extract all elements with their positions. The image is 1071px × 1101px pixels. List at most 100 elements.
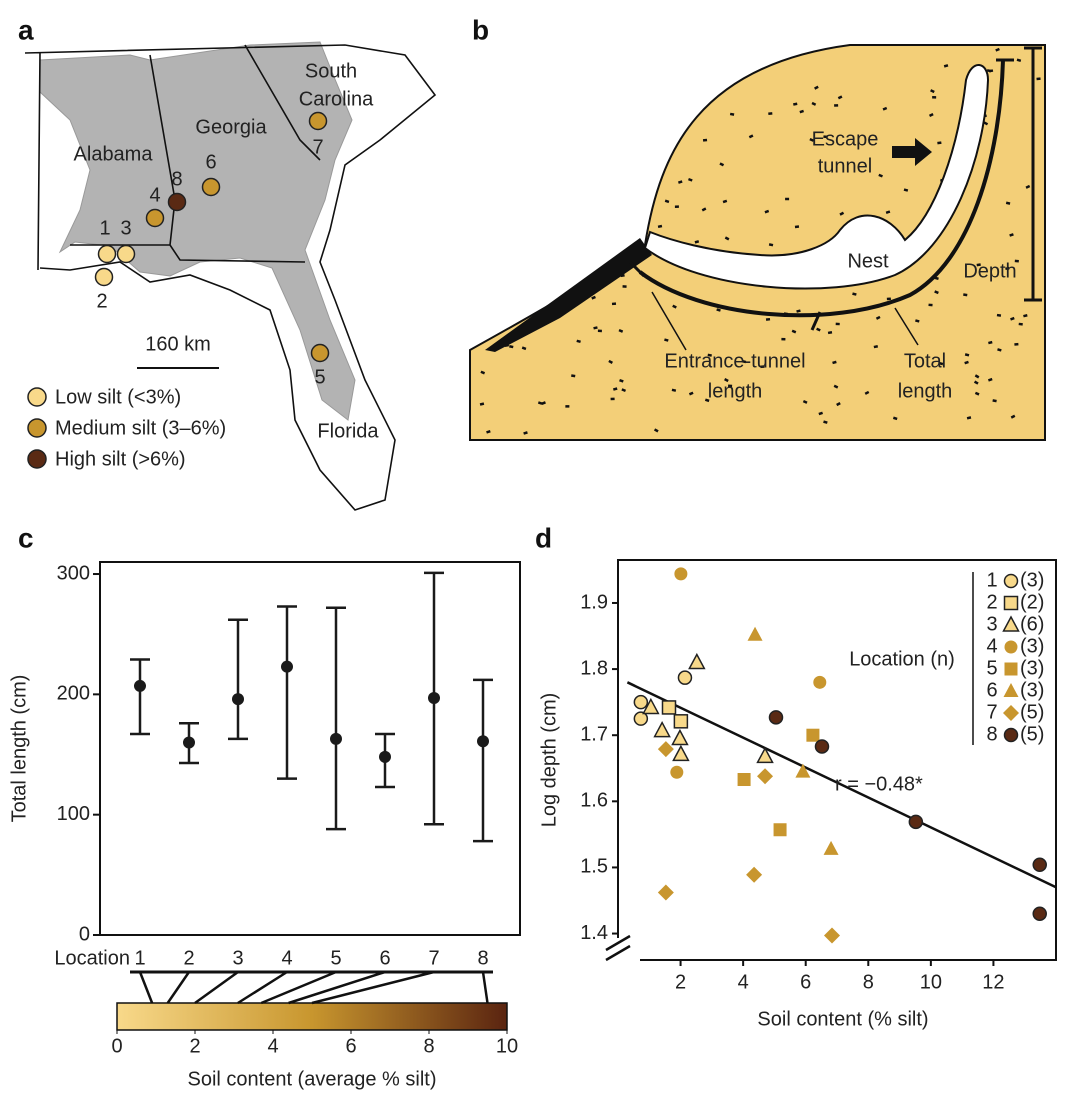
leader [894, 307, 919, 346]
map [24, 41, 437, 511]
soil-dot [809, 137, 815, 142]
soil-dot [995, 47, 1000, 52]
site-marker [116, 244, 136, 264]
colorbar-tick-label: 4 [267, 1035, 278, 1057]
label: tunnel [818, 155, 873, 177]
soil-dot [500, 99, 505, 104]
y-tick-label: 1.4 [580, 922, 608, 944]
soil-dot [480, 285, 486, 289]
point [795, 763, 811, 778]
soil-dot [523, 431, 528, 435]
soil-dot [885, 210, 891, 214]
legend-marker [1002, 615, 1020, 632]
point [1032, 906, 1047, 921]
colorbar-tick-label: 8 [423, 1035, 434, 1057]
point [823, 927, 840, 944]
panel-label: b [472, 14, 489, 45]
soil-dot [892, 416, 898, 421]
y-tick-label: 0 [79, 923, 90, 945]
soil-dot [1009, 233, 1014, 237]
soil-dot [753, 50, 759, 54]
soil-dot [664, 199, 670, 204]
soil-dot [964, 353, 970, 357]
soil-dot [504, 84, 509, 88]
point [747, 626, 763, 641]
legend-marker [1003, 683, 1019, 697]
panel-label: a [18, 14, 34, 45]
soil-dot [724, 378, 729, 383]
legend-n: (2) [1020, 591, 1044, 613]
state-borders [24, 44, 437, 511]
soil-dot [836, 401, 841, 407]
soil-dot [612, 387, 618, 391]
point [661, 700, 677, 715]
soil-dot [618, 329, 624, 333]
soil-dot [719, 162, 725, 167]
soil-dot [943, 64, 949, 68]
legend-marker [1003, 573, 1019, 589]
legend-n: (3) [1020, 569, 1044, 591]
colorbar [116, 1002, 508, 1031]
soil-dot [554, 126, 560, 130]
point [908, 814, 924, 830]
label: Entrance-tunnel [664, 350, 805, 372]
soil-dot [523, 204, 528, 208]
soil-dot [541, 401, 546, 405]
connector [311, 970, 435, 1005]
y-tick-label: 1.7 [580, 723, 608, 745]
x-tick-label: 5 [330, 947, 341, 969]
point [746, 866, 763, 883]
point [756, 746, 774, 764]
legend-label: Medium silt (3–6%) [55, 417, 226, 439]
colorbar-tick-label: 2 [189, 1035, 200, 1057]
soil-dot [799, 109, 804, 114]
soil-dot [937, 141, 942, 145]
soil-dot [875, 315, 881, 320]
y-tick-label: 100 [57, 803, 90, 825]
site-marker [167, 192, 187, 212]
soil-dot [818, 411, 824, 416]
soil-dot [704, 398, 710, 403]
soil-dot [816, 327, 821, 332]
legend-marker [1004, 662, 1018, 676]
site-marker [145, 208, 165, 228]
legend-n: (3) [1020, 657, 1044, 679]
point [642, 697, 660, 715]
soil-dot [878, 173, 883, 178]
soil-dot [873, 345, 879, 349]
soil-dot [964, 360, 969, 365]
soil-dot [1005, 201, 1011, 205]
colorbar-tick-label: 10 [496, 1035, 518, 1057]
point [737, 773, 751, 787]
legend-n: (3) [1020, 635, 1044, 657]
label: Nest [847, 250, 889, 272]
soil-dot [1025, 184, 1031, 189]
mean-point [330, 732, 342, 745]
region [39, 41, 356, 421]
soil-dot [608, 359, 613, 364]
x-tick-label: 3 [232, 947, 243, 969]
soil-dot [976, 263, 981, 267]
site-marker [308, 111, 328, 131]
legend-marker [1003, 705, 1019, 721]
connector [138, 971, 154, 1004]
legend-n: (6) [1020, 613, 1044, 635]
soil-dot [522, 149, 528, 154]
soil-dot [521, 346, 527, 351]
soil-dot [509, 345, 514, 349]
point [674, 567, 688, 581]
mean-point [428, 691, 440, 704]
legend-title: Location (n) [849, 648, 955, 670]
soil-dot [571, 374, 576, 378]
legend-marker [1003, 727, 1019, 743]
site-label: 8 [171, 168, 182, 190]
soil-dot [996, 313, 1002, 317]
soil-dot [657, 224, 663, 229]
soil-dot [796, 309, 801, 313]
soil-dot [479, 402, 485, 406]
legend-marker [27, 449, 47, 469]
x-tick-label: 2 [675, 971, 686, 993]
soil-dot [966, 416, 972, 420]
legend-n: (5) [1020, 701, 1044, 723]
